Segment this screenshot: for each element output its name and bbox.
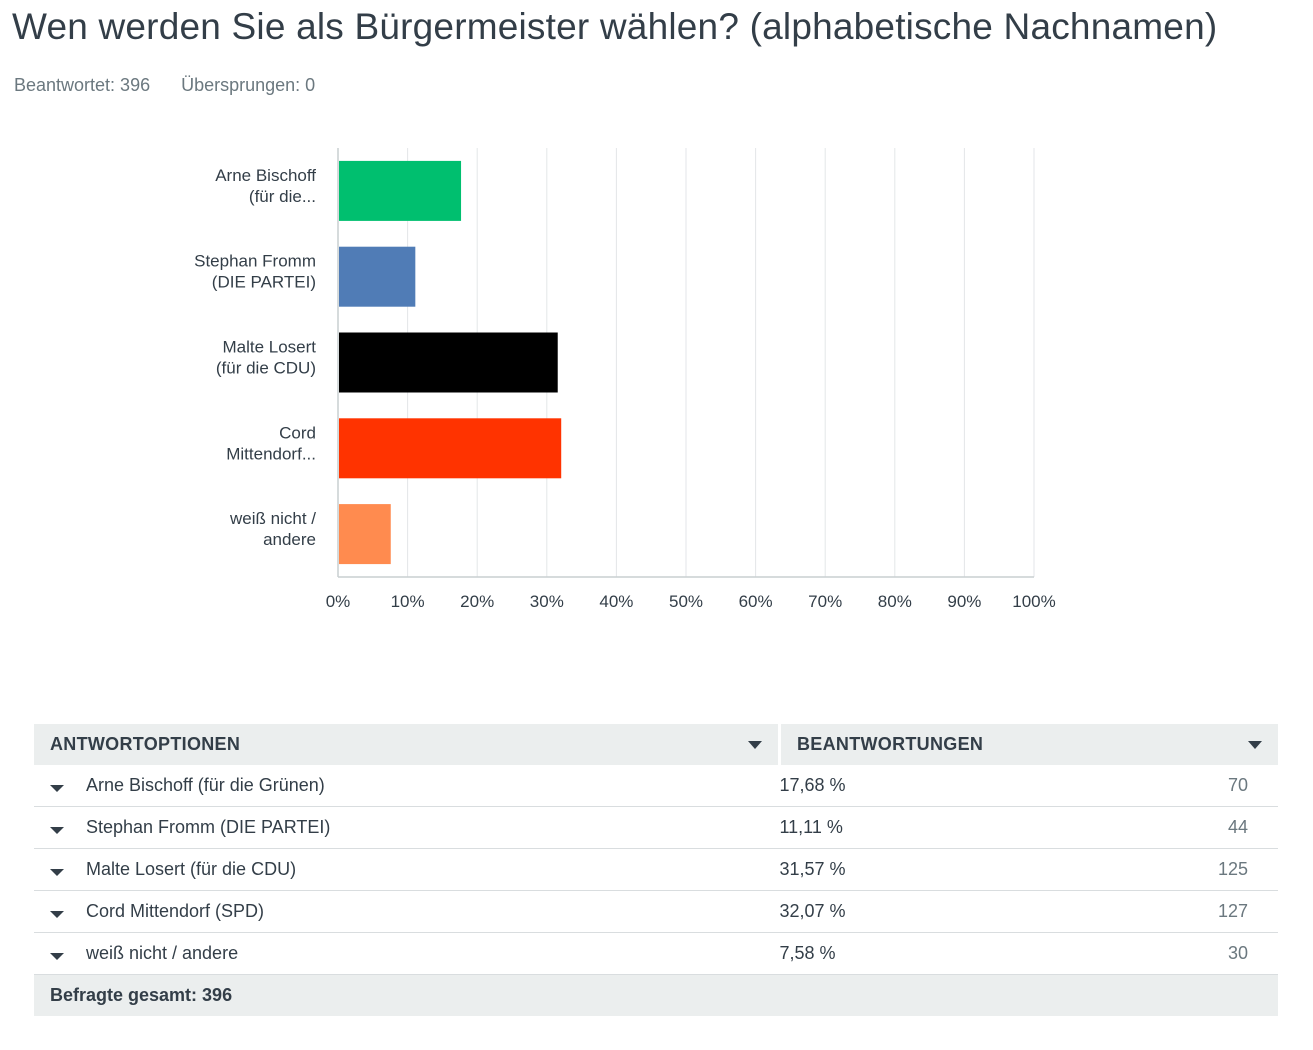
expand-caret-icon[interactable]: [50, 784, 64, 792]
skipped-count: Übersprungen: 0: [181, 75, 316, 95]
response-count: 30: [1227, 943, 1248, 963]
x-tick-label: 40%: [599, 592, 633, 611]
response-count: 70: [1227, 775, 1248, 795]
bar-chart: 0% 10% 20% 30% 40% 50% 60% 70% 80% 90% 100% Arne Bi…: [194, 148, 1056, 611]
x-tick-label: 30%: [530, 592, 564, 611]
expand-caret-icon[interactable]: [50, 868, 64, 876]
option-label: Cord Mittendorf (SPD): [86, 901, 265, 921]
response-percent: 7,58 %: [779, 943, 836, 963]
sort-caret-icon[interactable]: [748, 740, 762, 749]
table-row[interactable]: Stephan Fromm (DIE PARTEI) 11,11 % 44: [34, 806, 1278, 849]
category-label: weiß nicht / andere: [229, 509, 316, 549]
response-percent: 31,57 %: [779, 859, 846, 879]
column-header-responses-label: BEANTWORTUNGEN: [797, 734, 984, 754]
bar: [339, 332, 558, 393]
total-respondents: Befragte gesamt: 396: [34, 974, 1278, 1016]
table-header-row: ANTWORTOPTIONEN BEANTWORTUNGEN: [34, 724, 1278, 765]
table-row[interactable]: Cord Mittendorf (SPD) 32,07 % 127: [34, 890, 1278, 933]
bar: [339, 160, 462, 221]
bar: [339, 246, 416, 307]
option-label: Malte Losert (für die CDU): [86, 859, 297, 879]
total-row: Befragte gesamt: 396: [34, 974, 1278, 1016]
response-percent: 11,11 %: [779, 817, 843, 837]
bar: [339, 504, 391, 565]
x-tick-label: 60%: [739, 592, 773, 611]
question-title: Wen werden Sie als Bürgermeister wählen?…: [12, 6, 1218, 47]
response-count: 127: [1217, 901, 1248, 921]
category-label: Arne Bischoff (für die...: [215, 166, 316, 206]
column-header-options-label: ANTWORTOPTIONEN: [50, 734, 241, 754]
response-stats: Beantwortet: 396 Übersprungen: 0: [14, 75, 341, 96]
category-label: Stephan Fromm (DIE PARTEI): [194, 252, 316, 292]
expand-caret-icon[interactable]: [50, 826, 64, 834]
table-row[interactable]: Arne Bischoff (für die Grünen) 17,68 % 70: [34, 765, 1278, 807]
x-tick-label: 100%: [1012, 592, 1055, 611]
option-label: weiß nicht / andere: [86, 943, 239, 963]
sort-caret-icon[interactable]: [1248, 740, 1262, 749]
column-header-responses[interactable]: BEANTWORTUNGEN: [779, 724, 1278, 765]
response-percent: 17,68 %: [779, 775, 846, 795]
category-label: Malte Losert (für die CDU): [216, 338, 316, 378]
category-label: Cord Mittendorf...: [226, 423, 316, 463]
option-label: Arne Bischoff (für die Grünen): [86, 775, 325, 795]
response-count: 44: [1227, 817, 1248, 837]
table-row[interactable]: Malte Losert (für die CDU) 31,57 % 125: [34, 848, 1278, 891]
response-percent: 32,07 %: [779, 901, 846, 921]
x-tick-label: 10%: [391, 592, 425, 611]
option-label: Stephan Fromm (DIE PARTEI): [86, 817, 331, 837]
expand-caret-icon[interactable]: [50, 952, 64, 960]
response-count: 125: [1217, 859, 1248, 879]
x-tick-label: 20%: [460, 592, 494, 611]
bar: [339, 418, 562, 479]
x-tick-label: 80%: [878, 592, 912, 611]
x-tick-label: 70%: [808, 592, 842, 611]
answered-count: Beantwortet: 396: [14, 75, 151, 95]
expand-caret-icon[interactable]: [50, 910, 64, 918]
table-row[interactable]: weiß nicht / andere 7,58 % 30: [34, 932, 1278, 975]
column-header-options[interactable]: ANTWORTOPTIONEN: [34, 724, 781, 765]
x-tick-label: 90%: [947, 592, 981, 611]
summary-table: ANTWORTOPTIONEN BEANTWORTUNGEN Arne Bisc…: [34, 724, 1278, 1016]
x-tick-label: 50%: [669, 592, 703, 611]
x-tick-label: 0%: [326, 592, 351, 611]
